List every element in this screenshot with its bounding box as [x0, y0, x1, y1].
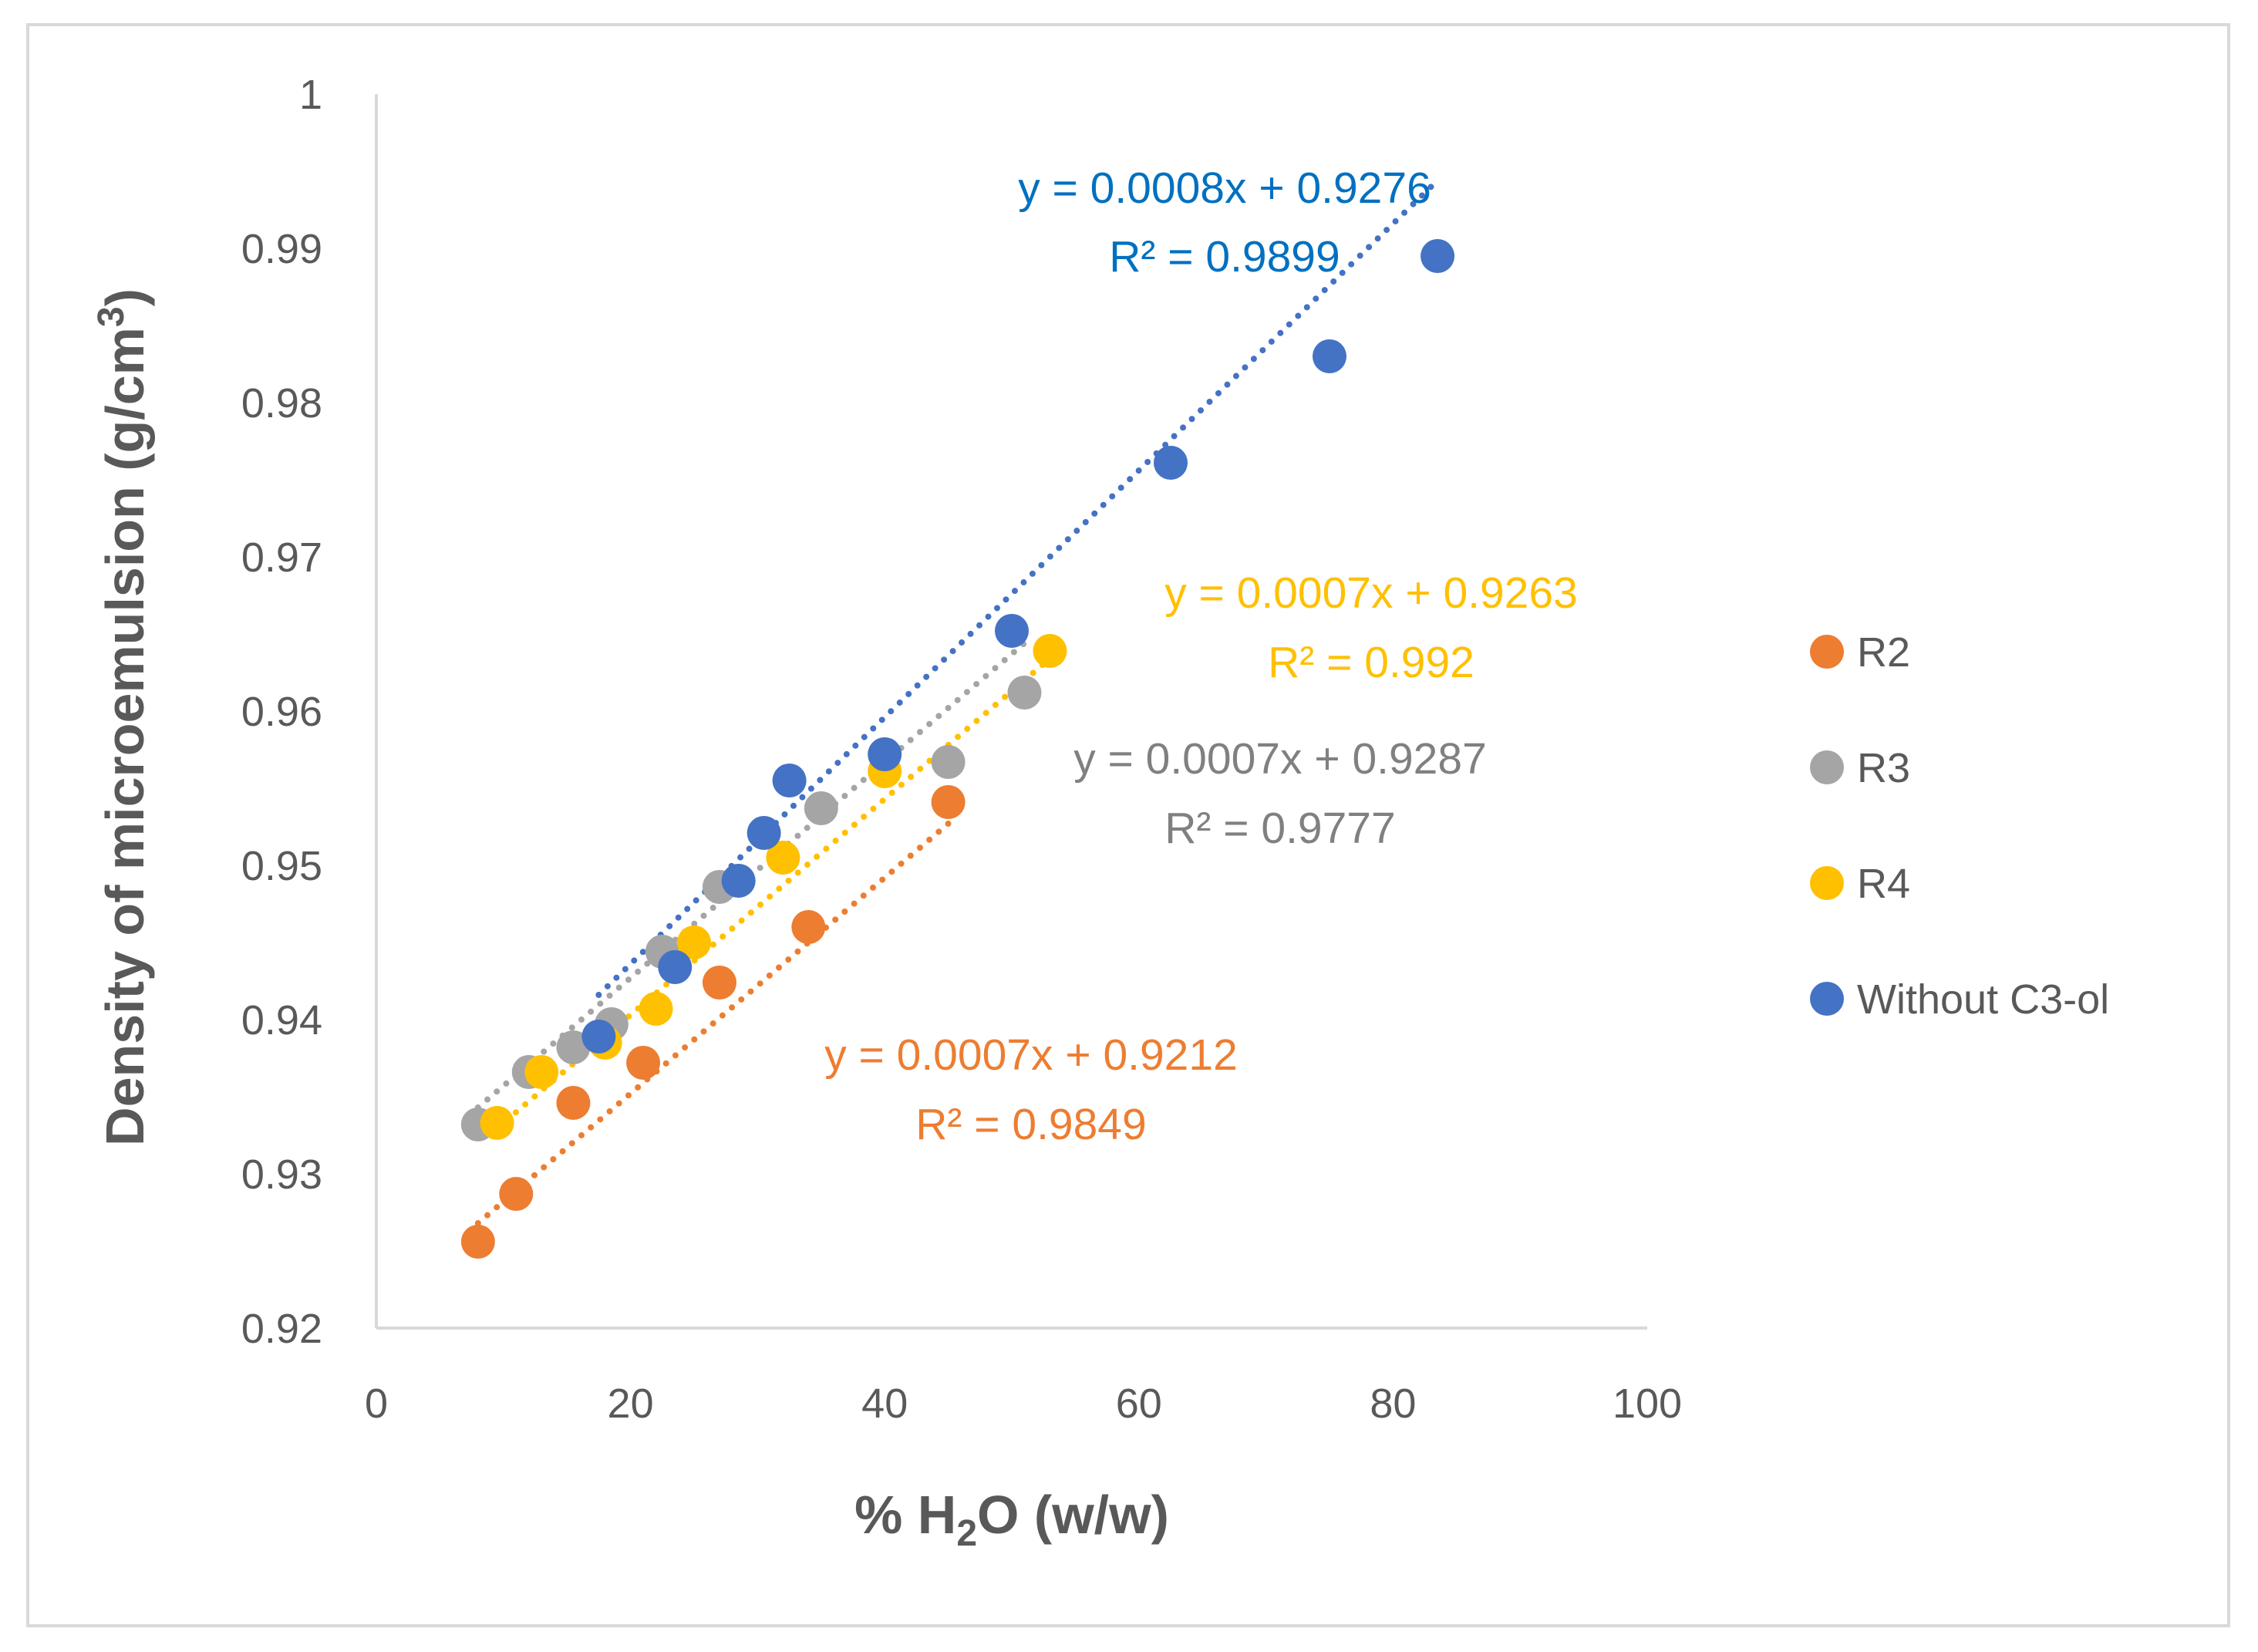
- data-point-r4: [639, 992, 673, 1026]
- data-point-without-c3-ol: [1421, 239, 1455, 273]
- y-tick-label: 0.99: [241, 226, 322, 272]
- data-point-without-c3-ol: [658, 950, 693, 984]
- data-point-r4: [1033, 634, 1067, 668]
- legend-marker-r2: [1810, 635, 1844, 669]
- data-point-r3: [931, 745, 966, 779]
- data-point-without-c3-ol: [746, 816, 781, 850]
- x-tick-label: 0: [365, 1381, 388, 1427]
- chart-border: [26, 23, 2230, 1627]
- legend-marker-r4: [1810, 866, 1844, 900]
- legend-marker-without-c3ol: [1810, 982, 1844, 1016]
- x-axis-title: % H2O (w/w): [854, 1485, 1169, 1554]
- data-point-r2: [791, 910, 826, 944]
- y-tick-label: 0.92: [241, 1306, 322, 1352]
- legend-label-without-c3ol: Without C3-ol: [1857, 976, 2109, 1023]
- data-point-r2: [702, 966, 736, 1000]
- data-point-without-c3-ol: [772, 764, 807, 797]
- x-tick-label: 80: [1370, 1381, 1416, 1427]
- x-tick-label: 40: [861, 1381, 908, 1427]
- legend: R2 R3 R4 Without C3-ol: [1810, 629, 2109, 1023]
- y-tick-label: 0.95: [241, 843, 322, 889]
- data-point-without-c3-ol: [721, 864, 756, 898]
- data-point-without-c3-ol: [581, 1020, 616, 1054]
- data-point-without-c3-ol: [868, 737, 902, 771]
- axes: [375, 94, 1647, 1330]
- data-points: [460, 239, 1455, 1259]
- data-point-r4: [766, 841, 800, 875]
- equation-r2: y = 0.0007x + 0.9212: [824, 1030, 1238, 1080]
- data-point-without-c3-ol: [1313, 339, 1346, 373]
- equation-without-c3ol: y = 0.0008x + 0.9276: [1018, 164, 1431, 213]
- r2-r2: R² = 0.9849: [915, 1100, 1146, 1149]
- legend-label-r3: R3: [1857, 745, 1910, 791]
- x-tick-label: 20: [608, 1381, 654, 1427]
- y-tick-label: 0.97: [241, 534, 322, 581]
- data-point-r2: [556, 1086, 591, 1120]
- legend-label-r4: R4: [1857, 861, 1910, 907]
- data-point-r4: [480, 1106, 514, 1140]
- data-point-r3: [556, 1030, 591, 1064]
- legend-label-r2: R2: [1857, 629, 1910, 676]
- data-point-r2: [499, 1177, 534, 1211]
- data-point-without-c3-ol: [995, 614, 1029, 648]
- equation-r4: y = 0.0007x + 0.9263: [1164, 568, 1578, 618]
- trendline-equations: y = 0.0008x + 0.9276 R² = 0.9899 y = 0.0…: [824, 164, 1578, 1149]
- r2-r4: R² = 0.992: [1268, 638, 1474, 687]
- y-tick-label: 0.93: [241, 1151, 322, 1198]
- legend-marker-r3: [1810, 750, 1844, 784]
- y-tick-label: 0.94: [241, 997, 322, 1043]
- data-point-r2: [626, 1046, 661, 1080]
- r2-r3: R² = 0.9777: [1164, 804, 1395, 853]
- y-tick-labels: 0.92 0.93 0.94 0.95 0.96 0.97 0.98 0.99 1: [241, 72, 322, 1352]
- data-point-without-c3-ol: [1154, 446, 1188, 480]
- y-tick-label: 0.98: [241, 380, 322, 426]
- r2-without-c3ol: R² = 0.9899: [1109, 232, 1340, 282]
- y-tick-label: 1: [299, 72, 322, 118]
- trendline-without-c3-ol: [595, 177, 1441, 998]
- x-tick-labels: 0 20 40 60 80 100: [365, 1381, 1682, 1427]
- data-point-r2: [460, 1225, 495, 1259]
- data-point-r4: [677, 925, 711, 959]
- data-point-r3: [1007, 676, 1042, 710]
- data-point-r4: [524, 1055, 559, 1089]
- y-axis-title: Density of microemulsion (g/cm3): [91, 288, 155, 1146]
- x-tick-label: 60: [1116, 1381, 1162, 1427]
- data-point-r3: [804, 791, 838, 825]
- trendline-r2: [474, 821, 952, 1226]
- y-tick-label: 0.96: [241, 689, 322, 735]
- equation-r3: y = 0.0007x + 0.9287: [1073, 734, 1487, 784]
- x-tick-label: 100: [1613, 1381, 1682, 1427]
- data-point-r2: [931, 785, 966, 819]
